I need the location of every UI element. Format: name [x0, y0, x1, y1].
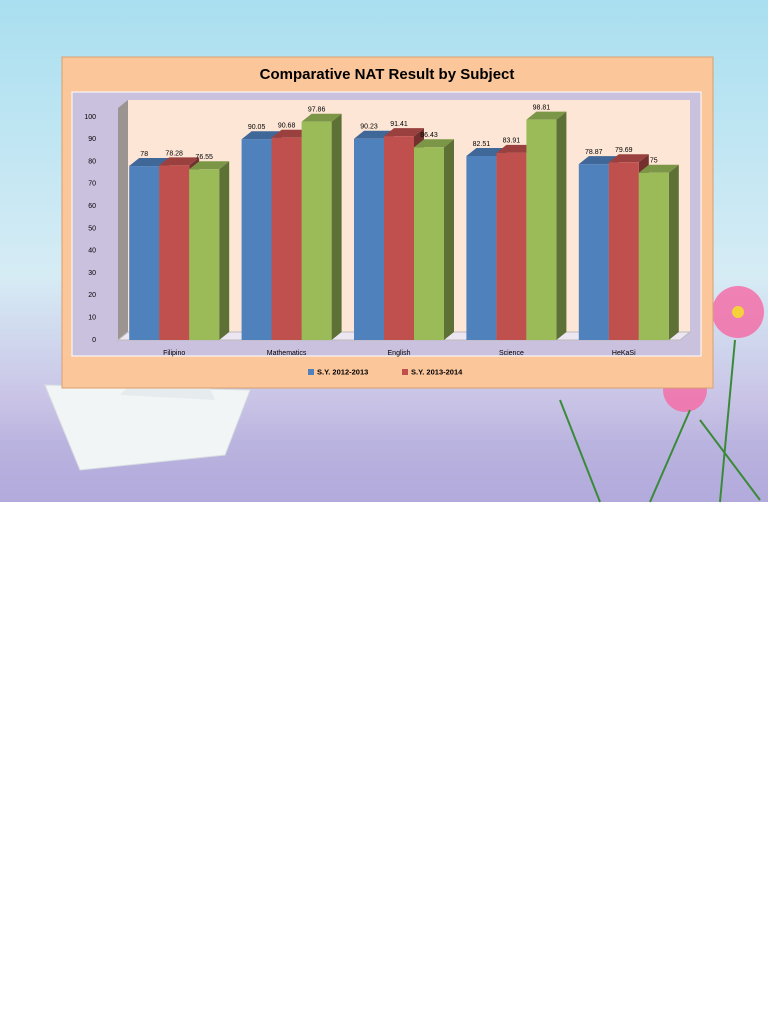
- data-label: 75: [650, 158, 658, 165]
- bar-side: [331, 113, 342, 340]
- bar: [638, 172, 669, 340]
- data-label: 98.81: [533, 104, 551, 111]
- legend-label: S.Y. 2013-2014: [411, 367, 463, 376]
- y-tick-label: 40: [88, 248, 96, 255]
- bar: [414, 147, 444, 340]
- chart-title: Comparative NAT Result by Subject: [260, 66, 515, 83]
- x-tick-label: English: [388, 350, 411, 357]
- x-tick-label: Mathematics: [267, 350, 307, 357]
- y-tick-label: 80: [88, 158, 96, 165]
- y-tick-label: 60: [88, 203, 96, 210]
- y-tick-label: 30: [88, 270, 96, 277]
- y-tick-label: 10: [88, 315, 96, 322]
- bar: [241, 139, 272, 340]
- bar: [189, 169, 220, 340]
- bar: [608, 162, 639, 340]
- y-tick-label: 70: [88, 181, 96, 188]
- data-label: 78.28: [165, 150, 183, 157]
- data-label: 90.23: [360, 124, 378, 131]
- data-label: 76.55: [195, 154, 213, 161]
- data-label: 90.05: [248, 124, 266, 131]
- bar-top: [189, 161, 230, 170]
- data-label: 86.43: [420, 132, 438, 139]
- data-label: 82.51: [473, 141, 491, 148]
- bar: [159, 165, 190, 340]
- bar-top: [129, 158, 170, 167]
- bar-top: [526, 111, 567, 120]
- legend-label: S.Y. 2012-2013: [317, 367, 368, 376]
- bar-top: [301, 113, 342, 122]
- bar: [526, 119, 557, 340]
- bar: [466, 156, 497, 340]
- data-label: 83.91: [503, 138, 521, 145]
- bar-top: [414, 139, 454, 148]
- y-tick-label: 0: [92, 337, 96, 344]
- bar-top: [159, 157, 200, 166]
- bar-side: [668, 164, 679, 340]
- bar: [271, 137, 302, 340]
- data-label: 91.41: [390, 121, 408, 128]
- legend-swatch: [402, 369, 408, 375]
- bar-top: [384, 128, 424, 137]
- legend-swatch: [308, 369, 314, 375]
- y-tick-label: 50: [88, 225, 96, 232]
- bar: [496, 152, 527, 340]
- x-tick-label: Science: [499, 350, 524, 357]
- bar-side: [219, 161, 230, 340]
- data-label: 79.69: [615, 147, 633, 154]
- data-label: 97.86: [308, 107, 326, 114]
- bar-side: [556, 111, 567, 340]
- bar-top: [638, 164, 679, 173]
- bar: [301, 121, 332, 340]
- data-label: 78: [140, 151, 148, 158]
- bar-top: [241, 131, 282, 140]
- x-tick-label: HeKaSi: [612, 350, 636, 357]
- y-tick-label: 90: [88, 136, 96, 143]
- bar: [578, 164, 609, 340]
- bar: [384, 136, 414, 340]
- bar-top: [578, 156, 619, 165]
- data-label: 90.68: [278, 123, 296, 130]
- bar-top: [608, 154, 649, 163]
- bar: [129, 166, 160, 340]
- y-tick-label: 100: [84, 114, 96, 121]
- x-tick-label: Filipino: [163, 350, 185, 357]
- bar-side: [444, 139, 454, 340]
- data-label: 78.87: [585, 149, 603, 156]
- side-wall: [118, 100, 128, 340]
- bar: [354, 138, 384, 340]
- y-tick-label: 20: [88, 292, 96, 299]
